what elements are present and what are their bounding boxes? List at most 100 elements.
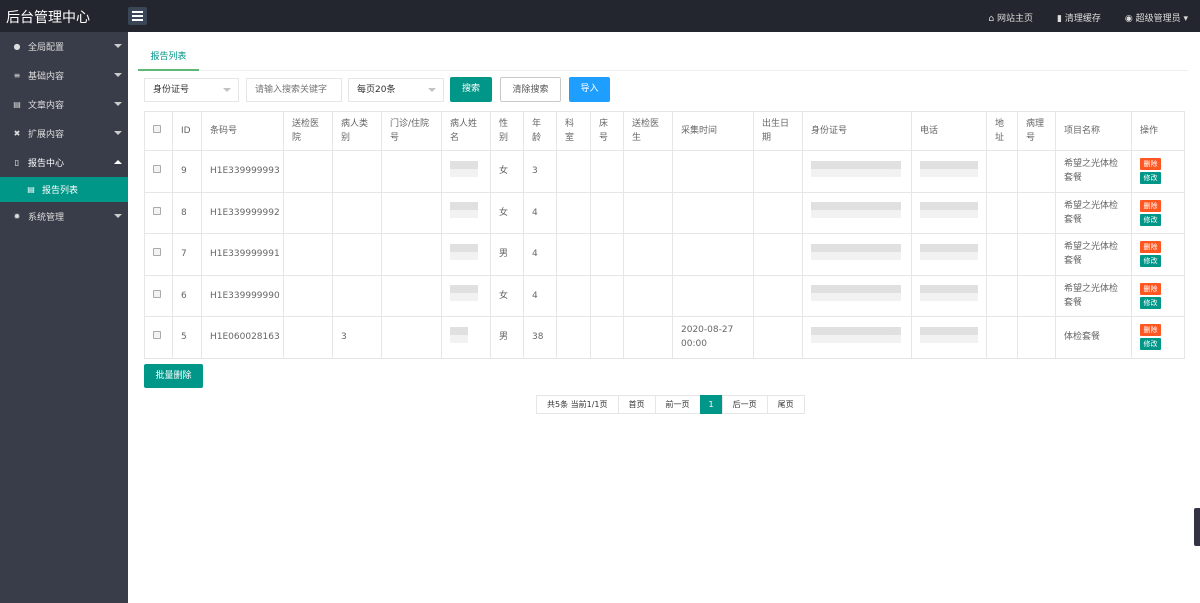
cell-gender: 男: [490, 233, 524, 276]
search-input[interactable]: [246, 78, 342, 102]
sidebar-item[interactable]: ≡ 基础内容: [0, 61, 128, 90]
cell-dept: [556, 233, 591, 276]
sidebar-item-label: 报告列表: [42, 186, 79, 196]
edit-button[interactable]: 修改: [1140, 296, 1161, 309]
page-current[interactable]: 1: [699, 395, 723, 414]
table-row: 8 H1E339999992 女 4 希望之光体检套餐 删除 修改: [144, 191, 1185, 234]
cell-time: [672, 274, 754, 317]
column-header: 床号: [590, 111, 624, 151]
row-checkbox[interactable]: [153, 248, 161, 257]
cell-doctor: [623, 316, 673, 359]
edit-button[interactable]: 修改: [1140, 172, 1161, 185]
user-menu[interactable]: ◉ 超级管理员 ▾: [1124, 14, 1188, 24]
gear-icon: ✹: [13, 212, 21, 221]
sidebar-item[interactable]: ▤ 报告列表: [0, 177, 128, 202]
cell-phone: [911, 316, 987, 359]
cell-address: [986, 316, 1018, 359]
sidebar-item[interactable]: ● 全局配置: [0, 32, 128, 61]
delete-button[interactable]: 删除: [1140, 199, 1161, 212]
top-bar: 后台管理中心 ⌂ 网站主页 ▮ 清理缓存 ◉ 超级管理员 ▾: [0, 0, 1200, 32]
table-row: 6 H1E339999990 女 4 希望之光体检套餐 删除 修改: [144, 274, 1185, 317]
chevron-down-icon: [114, 214, 122, 222]
cell-id-card: [802, 191, 912, 234]
cell-visit-no: [381, 233, 442, 276]
chevron-up-icon: [114, 156, 122, 164]
sidebar-item[interactable]: ▤ 文章内容: [0, 90, 128, 119]
page-size-select[interactable]: 每页20条: [348, 78, 444, 102]
page-next[interactable]: 后一页: [721, 395, 768, 414]
sidebar-item[interactable]: ✹ 系统管理: [0, 202, 128, 231]
sidebar-item-label: 扩展内容: [28, 130, 65, 140]
chevron-down-icon: [428, 88, 436, 96]
sidebar-item[interactable]: ▯ 报告中心: [0, 148, 128, 177]
redacted-phone: [920, 202, 978, 219]
edit-button[interactable]: 修改: [1140, 338, 1161, 351]
row-checkbox[interactable]: [153, 206, 161, 215]
delete-button[interactable]: 删除: [1140, 241, 1161, 254]
main-content: 报告列表 身份证号 每页20条 搜索 清除搜索 导入 ID条码号送检医院病人类别…: [128, 32, 1200, 603]
cell-phone: [911, 191, 987, 234]
delete-button[interactable]: 删除: [1140, 158, 1161, 171]
select-all-header[interactable]: [144, 111, 173, 151]
redacted-id-card: [811, 285, 901, 302]
page-first[interactable]: 首页: [617, 395, 656, 414]
cell-phone: [911, 274, 987, 317]
row-checkbox[interactable]: [153, 165, 161, 174]
cell-gender: 男: [490, 316, 524, 359]
column-header: 年龄: [523, 111, 557, 151]
search-button[interactable]: 搜索: [450, 77, 492, 102]
cell-actions: 删除 修改: [1131, 233, 1185, 276]
cell-bed: [590, 316, 624, 359]
cell-doctor: [623, 233, 673, 276]
cell-select: [144, 150, 173, 193]
document-icon: ▤: [27, 185, 35, 194]
column-header: 送检医生: [623, 111, 673, 151]
cell-dept: [556, 150, 591, 193]
sidebar: ● 全局配置 ≡ 基础内容 ▤ 文章内容 ✖ 扩展内容 ▯ 报告中心 ▤ 报告列表 ✹ 系统管理: [0, 32, 128, 603]
delete-button[interactable]: 删除: [1140, 324, 1161, 337]
row-checkbox[interactable]: [153, 331, 161, 340]
cell-pathology: [1017, 274, 1056, 317]
menu-toggle-icon[interactable]: [128, 7, 147, 25]
cell-bed: [590, 274, 624, 317]
column-header: 病人类别: [332, 111, 382, 151]
cell-pathology: [1017, 233, 1056, 276]
sidebar-item-label: 报告中心: [28, 159, 65, 169]
edit-button[interactable]: 修改: [1140, 213, 1161, 226]
redacted-name: [450, 202, 478, 219]
cell-gender: 女: [490, 150, 524, 193]
cell-type: [332, 191, 382, 234]
cell-age: 3: [523, 150, 557, 193]
cell-type: [332, 274, 382, 317]
column-header: 身份证号: [802, 111, 912, 151]
redacted-phone: [920, 326, 978, 343]
edit-button[interactable]: 修改: [1140, 255, 1161, 268]
chevron-down-icon: [223, 88, 231, 96]
row-checkbox[interactable]: [153, 289, 161, 298]
cell-select: [144, 316, 173, 359]
search-field-select[interactable]: 身份证号: [144, 78, 239, 102]
column-header: 病理号: [1017, 111, 1056, 151]
cell-age: 4: [523, 191, 557, 234]
batch-delete-button[interactable]: 批量删除: [144, 364, 203, 388]
cell-hospital: [283, 191, 333, 234]
side-handle[interactable]: [1194, 508, 1200, 546]
clear-search-button[interactable]: 清除搜索: [500, 77, 561, 102]
sliders-icon: ≡: [13, 71, 21, 80]
cell-doctor: [623, 274, 673, 317]
tab-report-list[interactable]: 报告列表: [138, 46, 199, 71]
clear-cache-link[interactable]: ▮ 清理缓存: [1057, 14, 1101, 24]
cell-id: 8: [172, 191, 202, 234]
home-link[interactable]: ⌂ 网站主页: [988, 14, 1034, 24]
column-header: 采集时间: [672, 111, 754, 151]
select-all-checkbox[interactable]: [153, 125, 161, 133]
page-last[interactable]: 尾页: [766, 395, 805, 414]
table-row: 5 H1E060028163 3 男 38 2020-08-27 00:00 体检套餐 删除修…: [144, 316, 1185, 359]
cell-actions: 删除 修改: [1131, 316, 1185, 359]
globe-icon: ●: [13, 42, 21, 51]
delete-button[interactable]: 删除: [1140, 282, 1161, 295]
cell-project: 希望之光体检套餐: [1055, 233, 1132, 276]
sidebar-item[interactable]: ✖ 扩展内容: [0, 119, 128, 148]
page-prev[interactable]: 前一页: [654, 395, 701, 414]
import-button[interactable]: 导入: [569, 77, 610, 102]
